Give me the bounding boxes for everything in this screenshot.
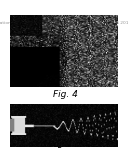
Text: Fig. 4: Fig. 4 <box>53 90 78 99</box>
Text: Fig. 5a: Fig. 5a <box>50 139 81 148</box>
Text: Patent Application Publication    May 1, 2014   Sheet 14 of 15      US 2014/0094: Patent Application Publication May 1, 20… <box>0 21 128 25</box>
